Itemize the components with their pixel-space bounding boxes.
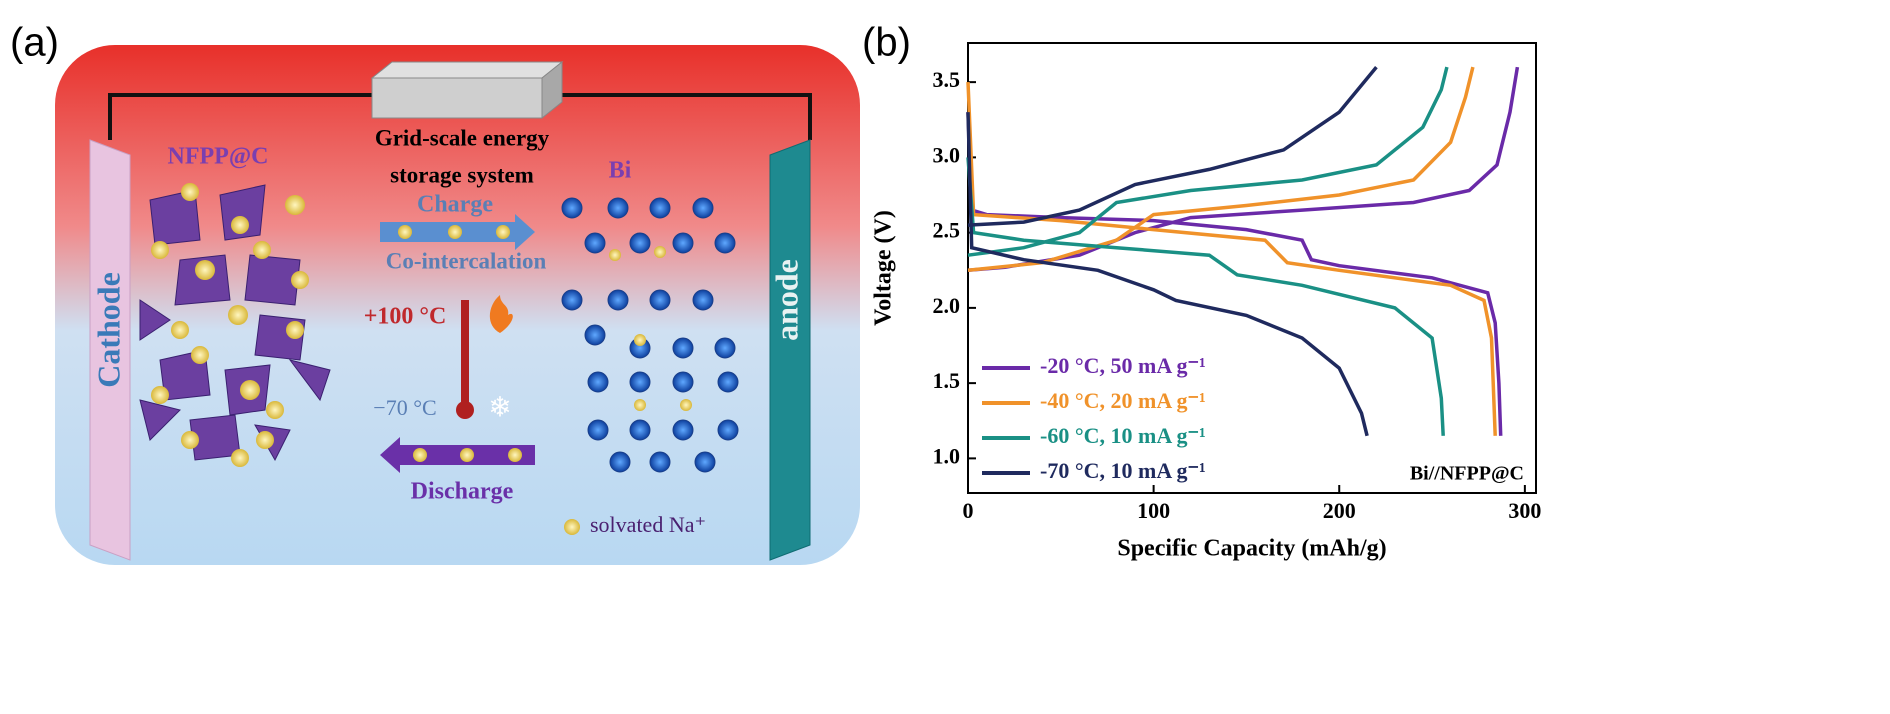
legend-ion <box>564 519 580 535</box>
x-tick-label: 100 <box>1137 498 1170 523</box>
bi-lattice <box>561 197 739 473</box>
intercalated-ions <box>609 246 692 411</box>
series-line <box>966 66 1520 436</box>
anode-plate <box>769 139 811 561</box>
legend-label: -70 °C, 10 mA g⁻¹ <box>1040 458 1206 483</box>
ion-legend: solvated Na⁺ <box>590 512 706 537</box>
panel-label: (b) <box>862 21 911 65</box>
x-axis-label: Specific Capacity (mAh/g) <box>1117 536 1386 562</box>
series-line <box>966 65 1378 437</box>
co-intercalation-label: Co-intercalation <box>386 248 547 273</box>
panel-label: (a) <box>10 21 59 65</box>
y-tick-label: 2.0 <box>933 293 961 318</box>
legend-label: -20 °C, 50 mA g⁻¹ <box>1040 353 1206 378</box>
y-tick-label: 1.5 <box>933 368 961 393</box>
sodium-ions <box>151 183 309 467</box>
anode-material: Bi <box>609 158 632 184</box>
discharge-label: Discharge <box>411 479 514 505</box>
arrow-ions <box>413 448 522 462</box>
thermometer-bulb <box>456 401 474 419</box>
nfpp-structure <box>139 184 331 462</box>
system-label: Grid-scale energy <box>375 125 550 150</box>
y-tick-label: 3.5 <box>933 67 961 92</box>
y-tick-label: 2.5 <box>933 218 961 243</box>
y-axis-label: Voltage (V) <box>871 210 897 326</box>
x-tick-label: 200 <box>1323 498 1356 523</box>
y-tick-label: 3.0 <box>933 142 961 167</box>
y-tick-label: 1.0 <box>933 443 961 468</box>
arrow-ions <box>398 225 510 239</box>
charge-label: Charge <box>417 192 493 218</box>
x-tick-label: 0 <box>963 498 974 523</box>
battery-background <box>55 45 860 565</box>
x-tick-label: 300 <box>1508 498 1541 523</box>
legend-label: -60 °C, 10 mA g⁻¹ <box>1040 423 1206 448</box>
hot-label: +100 °C <box>364 304 447 330</box>
series-line <box>966 66 1497 436</box>
cathode-material: NFPP@C <box>168 144 269 170</box>
chart: 0 100 200 300 1.0 1.5 2.0 2.5 3.0 3.5 Specific Cap… <box>871 42 1541 562</box>
fire-icon <box>489 295 513 333</box>
legend-label: -40 °C, 20 mA g⁻¹ <box>1040 388 1206 413</box>
cathode-plate <box>89 139 131 561</box>
annotation: Bi//NFPP@C <box>1410 463 1524 485</box>
snow-icon: ❄ <box>488 392 511 423</box>
series-line <box>966 66 1449 436</box>
cathode-label: Cathode <box>90 272 126 388</box>
storage-unit <box>370 60 564 120</box>
discharge-arrow <box>380 437 535 473</box>
cold-label: −70 °C <box>373 395 436 420</box>
system-label: storage system <box>390 162 534 187</box>
plot-frame <box>967 42 1537 494</box>
thermometer <box>461 300 469 405</box>
anode-label: anode <box>768 259 804 341</box>
